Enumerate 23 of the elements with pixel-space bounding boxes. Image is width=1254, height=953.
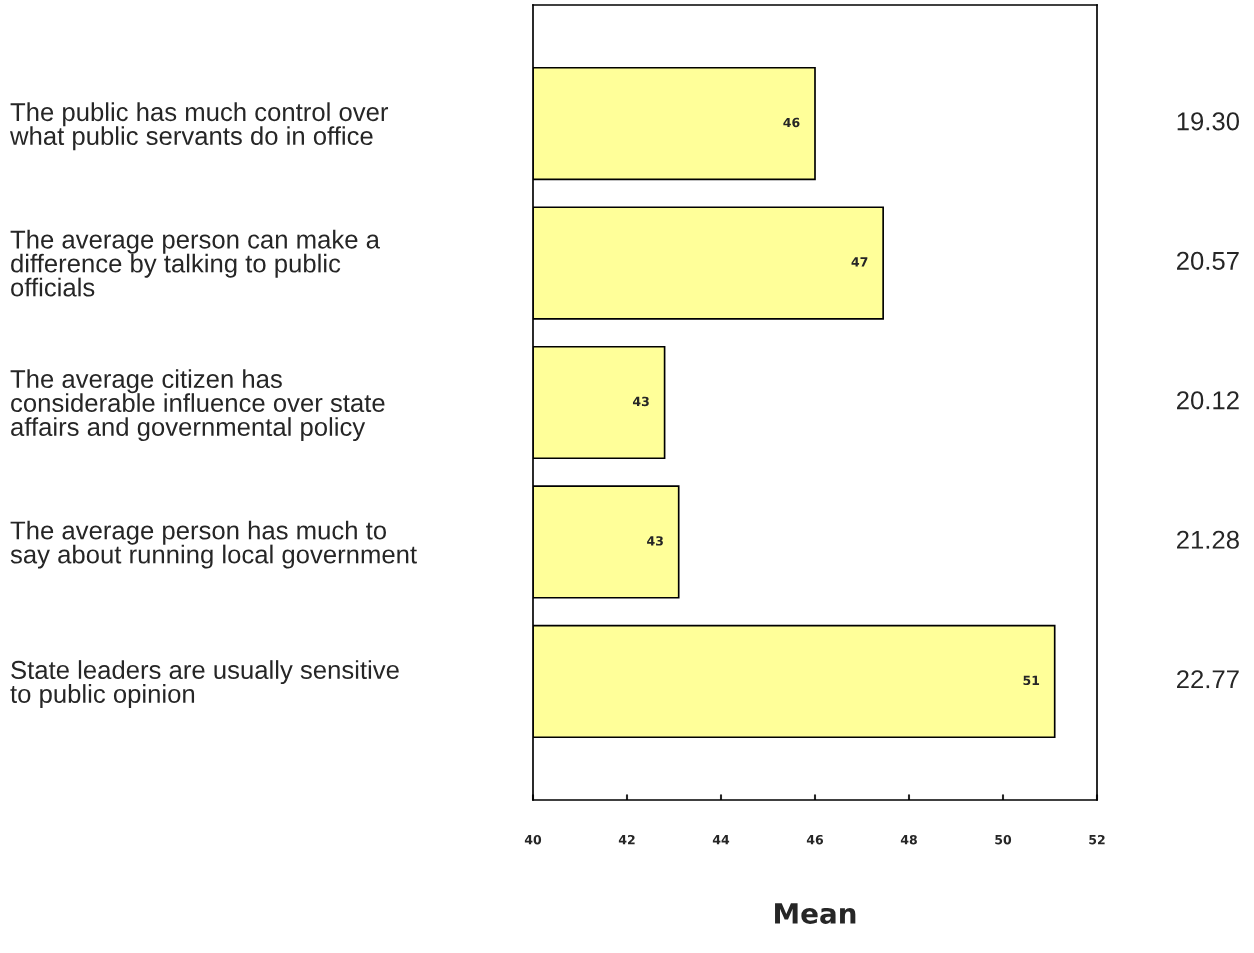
x-tick-label: 40 <box>524 834 542 845</box>
x-axis-title: Mean <box>775 903 856 924</box>
y-tick-label: The average person can make a difference by talking to public officials <box>10 229 380 297</box>
x-tick-label: 46 <box>806 834 824 845</box>
x-tick-label: 44 <box>712 835 730 845</box>
text: 21.28 <box>1177 530 1239 549</box>
x-tick-label: 52 <box>1089 834 1105 845</box>
text: 22.77 <box>1177 670 1239 689</box>
data-label: 43 <box>632 396 649 407</box>
x-tick-label: 42 <box>618 834 635 845</box>
data-label: 47 <box>851 257 868 267</box>
data-label: 51 <box>1023 675 1040 686</box>
y-tick-label: The average citizen has considerable influence over state affairs and governmental policy <box>10 369 385 442</box>
data-label: 43 <box>647 536 663 546</box>
y-tick-label: State leaders are usually sensitive to public opinion <box>10 660 399 709</box>
text: 20.12 <box>1177 391 1239 410</box>
text: 19.30 <box>1177 112 1239 131</box>
y-tick-label: The average person has much to say about running local government <box>10 520 417 569</box>
text: 20.57 <box>1177 251 1239 270</box>
data-label: 46 <box>783 117 800 128</box>
x-tick-label: 50 <box>995 834 1012 845</box>
x-tick-label: 48 <box>900 834 917 845</box>
y-tick-label: The public has much control over what public servants do in office <box>9 102 389 151</box>
